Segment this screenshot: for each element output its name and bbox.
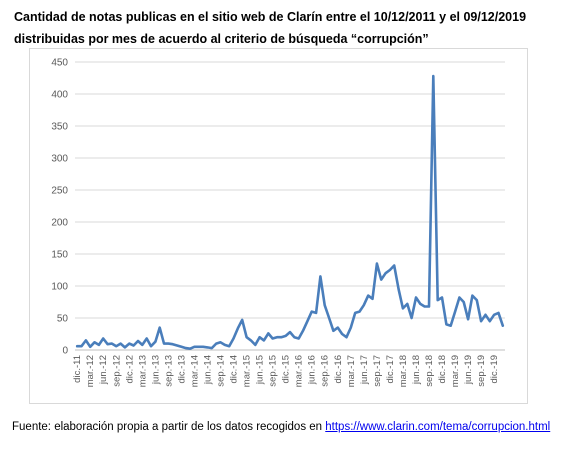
x-tick-label: sep.-18 bbox=[424, 355, 435, 387]
title-line-1: Cantidad de notas publicas en el sitio w… bbox=[14, 10, 527, 24]
y-tick-label: 250 bbox=[51, 186, 68, 197]
source-note: Fuente: elaboración propia a partir de l… bbox=[12, 421, 550, 433]
x-tick-label: jun.-19 bbox=[463, 355, 474, 385]
x-tick-label: sep.-19 bbox=[476, 355, 487, 387]
x-tick-label: mar.-12 bbox=[85, 355, 96, 387]
x-tick-label: mar.-19 bbox=[450, 355, 461, 387]
x-tick-label: jun.-18 bbox=[411, 355, 422, 385]
y-tick-label: 450 bbox=[51, 58, 68, 69]
x-tick-label: jun.-16 bbox=[307, 355, 318, 385]
x-tick-label: mar.-15 bbox=[242, 355, 253, 387]
x-tick-label: dic.-14 bbox=[229, 355, 240, 384]
x-tick-label: mar.-14 bbox=[189, 355, 200, 387]
x-tick-label: sep.-15 bbox=[268, 355, 279, 387]
chart-title: Cantidad de notas publicas en el sitio w… bbox=[14, 6, 570, 50]
x-tick-label: mar.-16 bbox=[294, 355, 305, 387]
x-tick-label: sep.-16 bbox=[320, 355, 331, 387]
y-tick-label: 100 bbox=[51, 282, 68, 293]
x-tick-label: dic.-12 bbox=[124, 355, 135, 384]
x-tick-label: dic.-11 bbox=[72, 355, 83, 383]
x-tick-label: sep.-14 bbox=[216, 355, 227, 387]
y-tick-label: 350 bbox=[51, 122, 68, 133]
y-tick-label: 50 bbox=[57, 314, 69, 325]
y-tick-label: 200 bbox=[51, 218, 68, 229]
x-tick-label: mar.-17 bbox=[346, 355, 357, 387]
x-tick-label: sep.-13 bbox=[163, 355, 174, 387]
y-tick-label: 150 bbox=[51, 250, 68, 261]
x-tick-label: dic.-18 bbox=[437, 355, 448, 384]
x-tick-label: dic.-13 bbox=[176, 355, 187, 384]
source-link[interactable]: https://www.clarin.com/tema/corrupcion.h… bbox=[325, 421, 551, 433]
x-tick-label: jun.-15 bbox=[255, 355, 266, 385]
y-tick-label: 400 bbox=[51, 90, 68, 101]
chart-area: 0 50 100 150 200 250 300 350 400 450 dic.-11 mar.-1… bbox=[29, 48, 528, 404]
x-tick-label: dic.-15 bbox=[281, 355, 292, 384]
series-line bbox=[75, 74, 505, 351]
x-tick-label: sep.-12 bbox=[111, 355, 122, 387]
y-tick-label: 300 bbox=[51, 154, 68, 165]
title-line-2: distribuidas por mes de acuerdo al crite… bbox=[14, 32, 429, 46]
x-tick-label: dic.-16 bbox=[333, 355, 344, 384]
x-tick-label: sep.-17 bbox=[372, 355, 383, 387]
x-tick-label: dic.-19 bbox=[489, 355, 500, 384]
y-tick-label: 0 bbox=[62, 346, 68, 357]
x-tick-label: jun.-17 bbox=[359, 355, 370, 385]
x-tick-label: mar.-13 bbox=[137, 355, 148, 387]
x-tick-label: jun.-12 bbox=[98, 355, 109, 385]
x-tick-label: dic.-17 bbox=[385, 355, 396, 384]
x-tick-label: mar.-18 bbox=[398, 355, 409, 387]
source-text: Fuente: elaboración propia a partir de l… bbox=[12, 421, 326, 433]
x-tick-label: jun.-13 bbox=[150, 355, 161, 385]
x-tick-label: jun.-14 bbox=[202, 355, 213, 385]
